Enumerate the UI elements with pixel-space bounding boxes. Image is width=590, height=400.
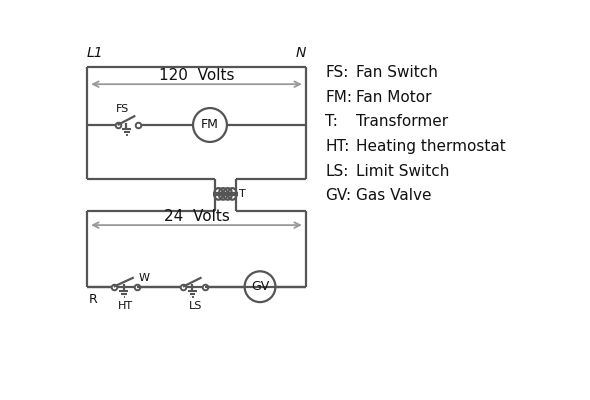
Text: LS:: LS: — [326, 164, 349, 178]
Text: GV:: GV: — [326, 188, 352, 203]
Text: FM: FM — [201, 118, 219, 132]
Text: R: R — [88, 293, 97, 306]
Text: FS:: FS: — [326, 65, 349, 80]
Text: T:: T: — [326, 114, 338, 129]
Text: Limit Switch: Limit Switch — [356, 164, 450, 178]
Text: HT: HT — [118, 300, 133, 310]
Text: Heating thermostat: Heating thermostat — [356, 139, 506, 154]
Text: Fan Motor: Fan Motor — [356, 90, 432, 104]
Text: HT:: HT: — [326, 139, 350, 154]
Text: Fan Switch: Fan Switch — [356, 65, 438, 80]
Text: Gas Valve: Gas Valve — [356, 188, 432, 203]
Text: GV: GV — [251, 280, 269, 293]
Text: W: W — [139, 273, 149, 283]
Text: Transformer: Transformer — [356, 114, 448, 129]
Text: 120  Volts: 120 Volts — [159, 68, 234, 84]
Text: FS: FS — [116, 104, 129, 114]
Text: 24  Volts: 24 Volts — [163, 209, 230, 224]
Text: L1: L1 — [87, 46, 103, 60]
Text: FM:: FM: — [326, 90, 352, 104]
Text: LS: LS — [189, 300, 202, 310]
Text: T: T — [239, 189, 246, 199]
Text: N: N — [296, 46, 306, 60]
